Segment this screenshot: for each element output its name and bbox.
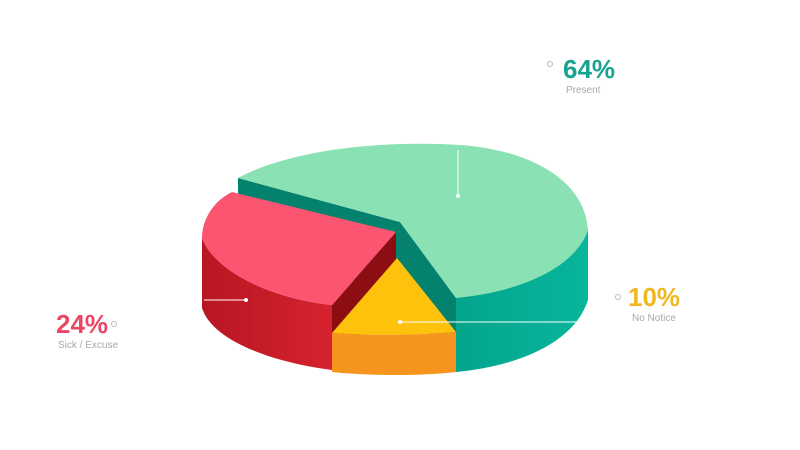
data-label-sick-name: Sick / Excuse bbox=[58, 340, 118, 351]
leader-line-sick bbox=[111, 298, 248, 327]
data-label-present-name: Present bbox=[566, 85, 601, 96]
data-label-present-value: 64% bbox=[563, 54, 615, 84]
slice-no-notice-top bbox=[332, 258, 456, 335]
slice-no-notice-side bbox=[332, 332, 456, 375]
slice-present-top bbox=[238, 143, 588, 298]
leader-line-present bbox=[456, 61, 553, 198]
slice-sick-top bbox=[202, 192, 396, 305]
data-label-no-notice-name: No Notice bbox=[632, 313, 676, 324]
slice-sick-side bbox=[202, 238, 332, 370]
data-label-no-notice-value: 10% bbox=[628, 282, 680, 312]
leader-line-no-notice bbox=[398, 294, 621, 324]
data-label-sick-value: 24% bbox=[56, 309, 108, 339]
